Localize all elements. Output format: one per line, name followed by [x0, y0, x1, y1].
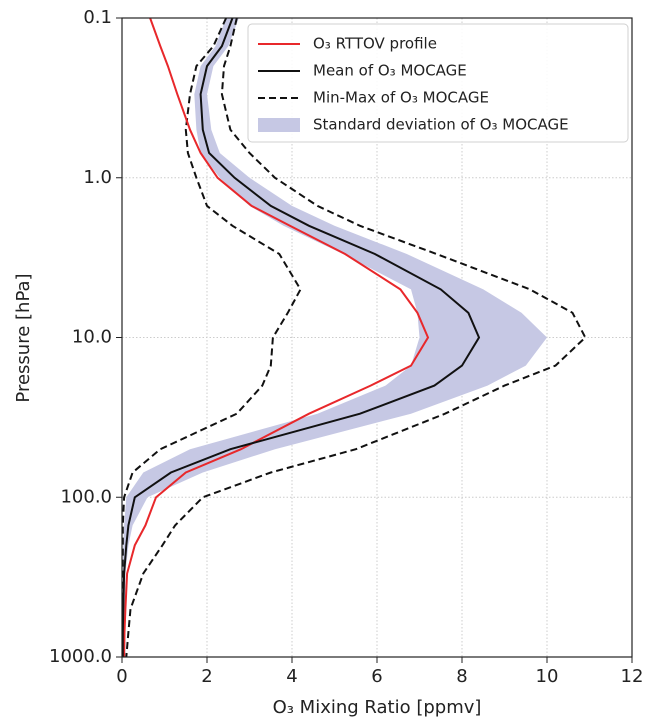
legend-swatch — [258, 118, 300, 132]
profile-line — [121, 17, 481, 657]
range-line — [125, 17, 587, 658]
y-tick-label: 0.1 — [83, 7, 112, 28]
x-tick-label: 8 — [456, 666, 467, 687]
legend-label: Min-Max of O₃ MOCAGE — [313, 89, 489, 107]
legend-label: Mean of O₃ MOCAGE — [313, 62, 467, 80]
std-band — [122, 18, 548, 657]
y-axis-label: Pressure [hPa] — [13, 273, 34, 402]
y-tick-label: 1000.0 — [49, 646, 112, 667]
profile-line — [123, 17, 430, 658]
x-tick-label: 0 — [116, 666, 127, 687]
y-tick-label: 1.0 — [83, 167, 112, 188]
x-tick-label: 4 — [286, 666, 297, 687]
y-tick-label: 100.0 — [60, 486, 112, 507]
y-tick-label: 10.0 — [72, 327, 112, 348]
legend-label: Standard deviation of O₃ MOCAGE — [313, 116, 569, 134]
x-tick-label: 12 — [621, 666, 644, 687]
legend-box — [247, 23, 629, 143]
plot-frame — [121, 17, 633, 658]
range-line — [121, 17, 302, 657]
legend-label: O₃ RTTOV profile — [313, 35, 437, 53]
x-tick-label: 10 — [536, 666, 559, 687]
x-tick-label: 2 — [201, 666, 212, 687]
x-tick-label: 6 — [371, 666, 382, 687]
legend: O₃ RTTOV profile Mean of O₃ MOCAGE Min-Max… — [247, 23, 629, 143]
x-axis-label: O₃ Mixing Ratio [ppmv] — [273, 697, 482, 718]
